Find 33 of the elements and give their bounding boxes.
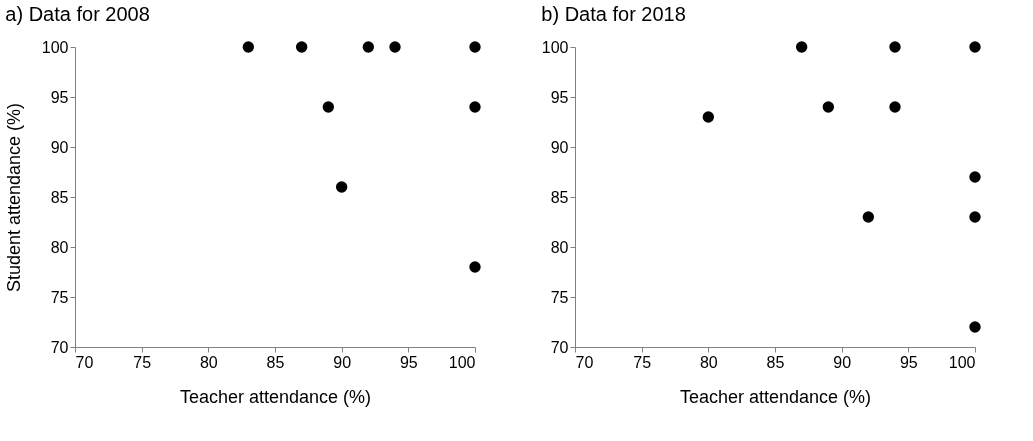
x-tick-label: 70 xyxy=(575,353,594,371)
y-tick-label: 100 xyxy=(41,38,69,56)
x-tick-label: 80 xyxy=(699,353,718,371)
y-tick-label: 80 xyxy=(50,238,69,256)
y-tick-label: 75 xyxy=(50,288,69,306)
y-tick-label: 80 xyxy=(550,238,569,256)
x-tick-label: 95 xyxy=(899,353,918,371)
y-tick-label: 70 xyxy=(50,338,69,356)
y-tick-label: 75 xyxy=(550,288,569,306)
y-axis-title: Student attendance (%) xyxy=(3,102,24,293)
y-tick-label: 90 xyxy=(50,138,69,156)
x-tick-label: 80 xyxy=(199,353,218,371)
y-tick-label: 90 xyxy=(550,138,569,156)
x-tick-label: 85 xyxy=(766,353,785,371)
x-tick-label: 75 xyxy=(633,353,652,371)
y-tick-label: 70 xyxy=(550,338,569,356)
y-tick-label: 100 xyxy=(541,38,569,56)
x-tick-label: 70 xyxy=(75,353,94,371)
x-axis-title: Teacher attendance (%) xyxy=(179,386,372,407)
x-axis-title: Teacher attendance (%) xyxy=(679,386,872,407)
y-tick-label: 85 xyxy=(550,188,569,206)
x-tick-label: 85 xyxy=(266,353,285,371)
x-tick-label: 100 xyxy=(948,353,976,371)
x-tick-label: 90 xyxy=(333,353,352,371)
chart-title: b) Data for 2018 xyxy=(541,3,686,25)
x-tick-label: 95 xyxy=(399,353,418,371)
x-tick-label: 100 xyxy=(448,353,476,371)
y-tick-label: 85 xyxy=(50,188,69,206)
y-tick-label: 95 xyxy=(50,88,69,106)
x-tick-label: 75 xyxy=(133,353,152,371)
x-tick-label: 90 xyxy=(833,353,852,371)
y-tick-label: 95 xyxy=(550,88,569,106)
chart-title: a) Data for 2008 xyxy=(5,3,150,25)
